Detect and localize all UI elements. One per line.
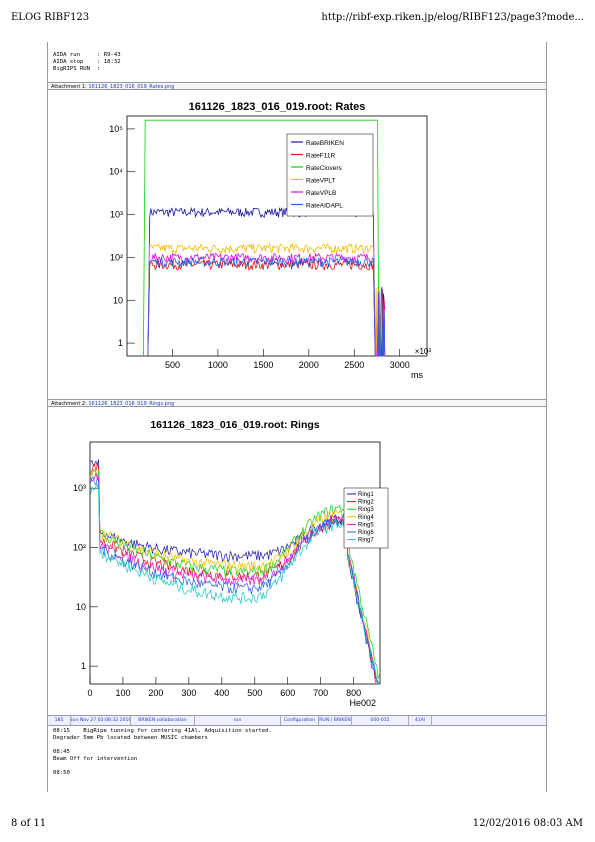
rings-plot: 161126_1823_016_019.root: Rings 0 100 200 30… [54,412,390,714]
x-tick-label: 2000 [299,360,319,370]
legend-entry-Ring5: Ring5 [358,522,374,528]
x-tick-label: 400 [214,688,229,698]
x-tick-label: 1000 [208,360,228,370]
log-line [53,742,272,749]
y-tick-label: 10² [73,542,86,552]
aida-info: AIDA run: R9-43 AIDA stop: 18:32 BigRIPS… [53,52,121,73]
entry-category: Configuration [281,716,319,725]
y-tick-label: 10 [113,295,123,305]
y-tick-label: 10⁵ [109,124,123,134]
entry-date: Sun Nov 27 03:08:32 2016 [71,716,131,725]
legend-entry-RateVPLB: RateVPLB [306,190,336,197]
legend-entry-Ring6: Ring6 [358,530,374,536]
legend-entry-RateClovers: RateClovers [306,165,343,172]
log-line [53,763,272,770]
y-tick-label: 10 [76,602,86,612]
rates-legend-box [286,133,374,217]
page-counter: 8 of 11 [11,818,47,829]
log-text: 08:15 BigRipe tunning for centering 41Al… [53,728,272,777]
legend-entry-RateBRIKEN: RateBRIKEN [306,140,344,147]
bigrips-run-row: BigRIPS RUN: [53,66,101,72]
x-tick-label: 700 [313,688,328,698]
series-line-Ring6 [90,477,380,685]
y-tick-label: 10⁴ [109,167,123,177]
series-line-RateAIDAPL [147,256,386,357]
entry-spacer [432,716,546,725]
x-tick-label: 0 [87,688,92,698]
x-tick-label: 3000 [390,360,410,370]
legend-entry-RateVPLT: RateVPLT [306,178,336,185]
x-axis-label: He002 [349,698,376,708]
series-line-Ring5 [90,473,380,685]
legend-entry-Ring1: Ring1 [358,492,374,498]
log-line: Beam Off for intervention [53,756,138,762]
log-line: 08:15 BigRipe tunning for centering 41Al… [53,728,272,734]
legend-entry-Ring2: Ring2 [358,500,374,506]
log-line: Degrader 5mm Pb located between MUSIC ch… [53,735,208,741]
x-tick-label: 500 [165,360,180,370]
entry-author: BRIKEN collaboration [131,716,195,725]
entry-info-bar: 185 Sun Nov 27 03:08:32 2016 BRIKEN coll… [48,715,546,726]
aida-run-row: AIDA run: R9-43 [53,52,121,58]
browser-page-url: http://ribf-exp.riken.jp/elog/RIBF123/pa… [321,12,584,23]
attachment-2-label: Attachment 2: [51,401,87,407]
entry-run-range: 000-015 [352,716,409,725]
series-line-RateClovers [143,119,380,357]
x-axis-label: ms [411,370,423,380]
y-tick-label: 10² [110,252,123,262]
series-line-RateVPLT [147,242,385,357]
x-tick-label: 800 [346,688,361,698]
x-tick-label: 500 [247,688,262,698]
rings-plot-svg: 161126_1823_016_019.root: Rings 0 100 200 30… [73,419,389,708]
log-line: 08:45 [53,749,70,755]
aida-stop-row: AIDA stop: 18:32 [53,59,121,65]
x-tick-label: 2500 [344,360,364,370]
print-datetime: 12/02/2016 08:03 AM [472,818,583,829]
rates-plot-svg: 161126_1823_016_019.root: Rates 500 1000 15… [109,101,432,380]
attachment-2-link[interactable]: 161126_1823_016_019_Rings.png [88,401,175,407]
y-tick-label: 10³ [73,483,86,493]
series-line-Ring7 [90,483,380,685]
x-tick-label: 1500 [253,360,273,370]
plot-frame [126,115,428,357]
x-tick-label: 100 [115,688,130,698]
rates-plot: 161126_1823_016_019.root: Rates 500 1000 15… [65,94,435,394]
plot-title: 161126_1823_016_019.root: Rates [189,101,366,113]
plot-title: 161126_1823_016_019.root: Rings [150,419,319,431]
entry-subject: RUN | BRIKEN [319,716,352,725]
x-tick-label: 200 [148,688,163,698]
y-tick-label: 1 [118,338,123,348]
legend-entry-Ring4: Ring4 [358,515,374,521]
log-line: 08:50 [53,770,70,776]
plot-frame [89,441,381,685]
rings-legend-box [343,487,389,549]
attachment-2-bar: Attachment 2: 161126_1823_016_019_Rings.… [48,399,546,407]
attachment-1-label: Attachment 1: [51,84,87,90]
y-tick-label: 10³ [110,210,123,220]
attachment-1-link[interactable]: 161126_1823_016_019_Rates.png [88,84,175,90]
legend-entry-Ring7: Ring7 [358,538,374,544]
x-multiplier-label: ×10³ [415,347,432,356]
entry-id[interactable]: 185 [48,716,71,725]
entry-setting: 41Al [409,716,432,725]
legend-entry-RateAIDAPL: RateAIDAPL [306,203,343,210]
browser-page-title: ELOG RIBF123 [11,12,90,23]
x-tick-label: 300 [181,688,196,698]
elog-entry-frame: AIDA run: R9-43 AIDA stop: 18:32 BigRIPS… [47,42,547,792]
legend-entry-Ring3: Ring3 [358,507,374,513]
x-tick-label: 600 [280,688,295,698]
y-tick-label: 1 [81,661,86,671]
legend-entry-RateF11R: RateF11R [306,153,335,160]
attachment-1-bar: Attachment 1: 161126_1823_016_019_Rates.… [48,82,546,90]
entry-type: run [195,716,281,725]
